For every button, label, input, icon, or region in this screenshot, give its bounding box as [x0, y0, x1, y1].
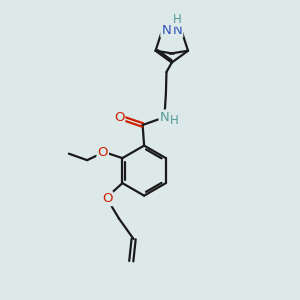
Text: N: N — [160, 110, 169, 124]
Text: N: N — [161, 24, 171, 37]
Text: H: H — [173, 13, 182, 26]
Text: O: O — [98, 146, 108, 159]
Text: O: O — [102, 192, 112, 205]
Text: H: H — [170, 114, 178, 127]
Text: O: O — [114, 110, 124, 124]
Text: N: N — [172, 24, 182, 37]
